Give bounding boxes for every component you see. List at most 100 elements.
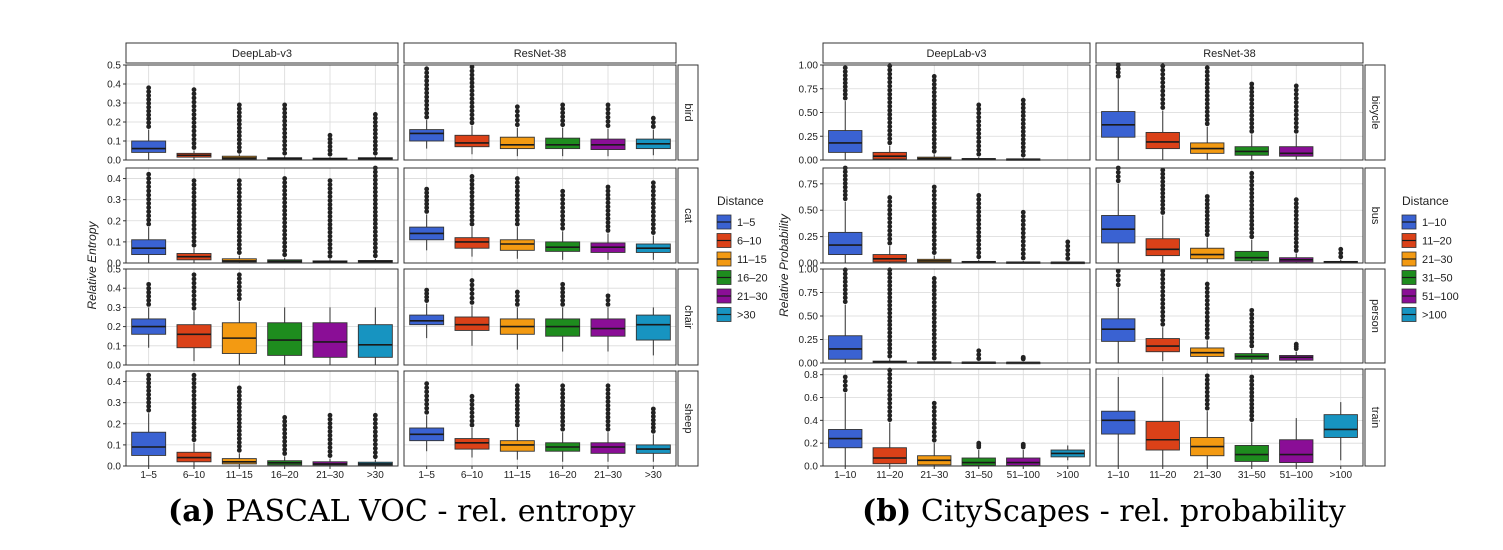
- outlier-points: [1065, 239, 1071, 261]
- outlier-point: [560, 217, 566, 223]
- outlier-point: [560, 201, 566, 206]
- box-1–10: [828, 231, 863, 256]
- outlier-point: [976, 127, 982, 132]
- outlier-point: [424, 78, 430, 84]
- outlier-point: [1249, 413, 1255, 419]
- outlier-point: [1160, 183, 1166, 188]
- outlier-point: [931, 121, 937, 127]
- outlier-point: [469, 80, 475, 86]
- x-tick-label: 11–20: [876, 470, 904, 481]
- outlier-point: [191, 190, 197, 196]
- outlier-point: [976, 233, 982, 239]
- outlier-point: [282, 248, 288, 254]
- outlier-point: [146, 384, 152, 390]
- outlier-point: [650, 414, 656, 419]
- outlier-point: [1020, 218, 1026, 224]
- outlier-point: [372, 437, 378, 443]
- outlier-point: [236, 408, 242, 414]
- caption-b-label: (b): [862, 494, 912, 529]
- outlier-point: [931, 433, 937, 439]
- outlier-point: [191, 202, 197, 208]
- outlier-point: [560, 395, 566, 401]
- outlier-point: [236, 440, 242, 445]
- outlier-point: [605, 302, 611, 307]
- box-11–20: [1145, 338, 1180, 353]
- outlier-point: [605, 212, 611, 218]
- panel-background: [1096, 168, 1363, 263]
- legend-label: 21–30: [737, 291, 768, 303]
- outlier-point: [424, 186, 430, 192]
- outlier-point: [887, 112, 893, 117]
- outlier-point: [1160, 276, 1166, 282]
- outlier-point: [191, 429, 197, 435]
- outlier-point: [236, 226, 242, 232]
- outlier-point: [1293, 197, 1299, 203]
- y-tick-label: 0.2: [107, 118, 121, 129]
- y-tick-label: 0.2: [804, 439, 818, 450]
- box-21–30: [590, 442, 626, 454]
- outlier-point: [327, 202, 333, 207]
- outlier-point: [236, 137, 242, 143]
- outlier-point: [327, 229, 333, 235]
- outlier-point: [236, 428, 242, 434]
- outlier-point: [1160, 297, 1166, 303]
- outlier-point: [469, 414, 475, 420]
- outlier-point: [514, 201, 520, 206]
- outlier-point: [1293, 220, 1299, 226]
- outlier-point: [560, 302, 566, 307]
- outlier-point: [282, 192, 288, 197]
- outlier-point: [1293, 116, 1299, 122]
- outlier-point: [469, 112, 475, 118]
- outlier-point: [931, 209, 937, 215]
- chart-pascal-voc: DeepLab-v3 ResNet-38 Relative Entropy bird 0…: [85, 42, 768, 481]
- outlier-point: [469, 300, 475, 305]
- outlier-point: [424, 291, 430, 296]
- outlier-point: [1204, 117, 1210, 123]
- panel-frame: [125, 64, 399, 161]
- outlier-point: [327, 218, 333, 223]
- outlier-point: [469, 92, 475, 98]
- outlier-point: [842, 192, 848, 198]
- outlier-point: [514, 184, 520, 190]
- caption-b-text: CityScapes - rel. probability: [920, 494, 1346, 529]
- outlier-point: [560, 399, 566, 404]
- outlier-point: [931, 347, 937, 353]
- outlier-point: [282, 122, 288, 128]
- outlier-point: [191, 87, 197, 93]
- outlier-point: [931, 283, 937, 289]
- outlier-point: [514, 383, 520, 389]
- outlier-point: [1249, 386, 1255, 392]
- outlier-point: [605, 297, 611, 303]
- outlier-point: [236, 447, 242, 453]
- outlier-point: [327, 420, 333, 426]
- outlier-point: [931, 319, 937, 325]
- outlier-point: [327, 225, 333, 231]
- outlier-point: [887, 95, 893, 101]
- outlier-point: [236, 141, 242, 146]
- outlier-point: [1293, 91, 1299, 97]
- outlier-point: [514, 289, 520, 295]
- outlier-points: [1293, 341, 1299, 352]
- outlier-point: [560, 197, 566, 202]
- outlier-points: [842, 374, 848, 393]
- y-tick-label: 0.75: [799, 179, 819, 190]
- outlier-point: [1204, 121, 1210, 127]
- outlier-point: [931, 205, 937, 210]
- box-1–10: [828, 130, 863, 153]
- outlier-points: [1160, 268, 1166, 327]
- outlier-point: [372, 143, 378, 148]
- outlier-point: [424, 205, 430, 211]
- outlier-point: [1249, 378, 1255, 384]
- outlier-point: [191, 198, 197, 204]
- box-6–10: [176, 324, 212, 349]
- box->100: [1323, 414, 1358, 438]
- outlier-point: [842, 299, 848, 305]
- outlier-point: [327, 144, 333, 150]
- outlier-point: [282, 252, 288, 258]
- outlier-point: [191, 95, 197, 101]
- legend-label: 31–50: [1422, 273, 1453, 285]
- outlier-point: [1249, 121, 1255, 126]
- outlier-point: [236, 125, 242, 131]
- outlier-point: [469, 201, 475, 207]
- outlier-point: [650, 184, 656, 190]
